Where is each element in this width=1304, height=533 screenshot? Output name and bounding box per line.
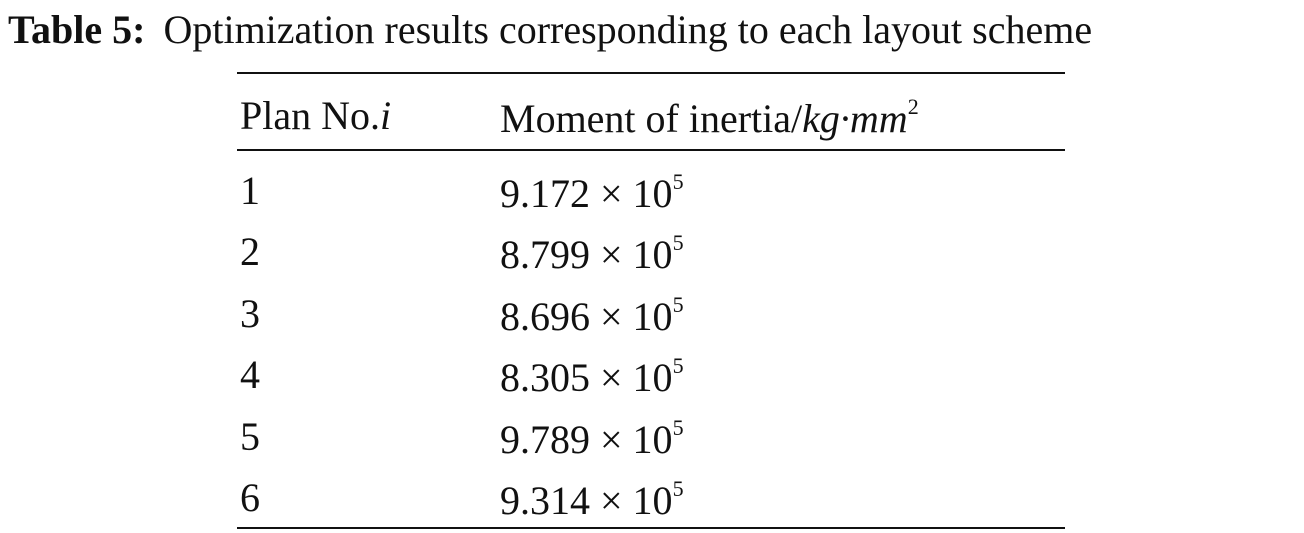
inertia-base: 9.789 × 10: [500, 416, 673, 462]
caption-text: Optimization results corresponding to ea…: [163, 7, 1093, 52]
inertia-cell: 9.314 × 105: [500, 478, 684, 521]
top-rule: [237, 72, 1065, 74]
header-rule: [237, 149, 1065, 151]
plan-cell: 6: [240, 475, 260, 520]
plan-cell: 1: [240, 168, 260, 213]
inertia-cell: 9.789 × 105: [500, 414, 684, 462]
inertia-base: 8.799 × 10: [500, 232, 673, 278]
inertia-exponent: 5: [672, 476, 684, 501]
inertia-exponent: 5: [672, 169, 684, 194]
plan-cell: 4: [240, 352, 260, 398]
inertia-exponent: 5: [672, 353, 684, 379]
bottom-rule: [237, 527, 1065, 529]
caption-label: Table 5:: [8, 7, 146, 52]
inertia-cell: 8.696 × 105: [500, 291, 684, 339]
caption: Table 5: Optimization results correspondi…: [8, 6, 1092, 53]
plan-cell: 3: [240, 290, 260, 336]
plan-cell: 5: [240, 413, 260, 459]
inertia-base: 8.696 × 10: [500, 293, 673, 339]
inertia-cell: 8.799 × 105: [500, 232, 684, 275]
inertia-base: 9.314 × 10: [500, 478, 673, 523]
header-cell: Moment of inertia/kg·mm2: [500, 96, 919, 139]
header-italic: kg·mm: [802, 96, 908, 141]
header-sup: 2: [907, 94, 919, 119]
inertia-exponent: 5: [672, 230, 684, 256]
inertia-base: 9.172 × 10: [500, 171, 673, 216]
header-italic: i: [380, 93, 392, 138]
inertia-cell: 9.172 × 105: [500, 171, 684, 214]
inertia-exponent: 5: [672, 291, 684, 317]
inertia-exponent: 5: [672, 414, 684, 440]
inertia-cell: 8.305 × 105: [500, 355, 684, 398]
plan-cell: 2: [240, 229, 260, 275]
inertia-base: 8.305 × 10: [500, 355, 673, 401]
header-text: Moment of inertia/: [500, 96, 803, 141]
header-cell: Plan No.i: [240, 96, 391, 136]
header-text: Plan No.: [240, 93, 380, 138]
